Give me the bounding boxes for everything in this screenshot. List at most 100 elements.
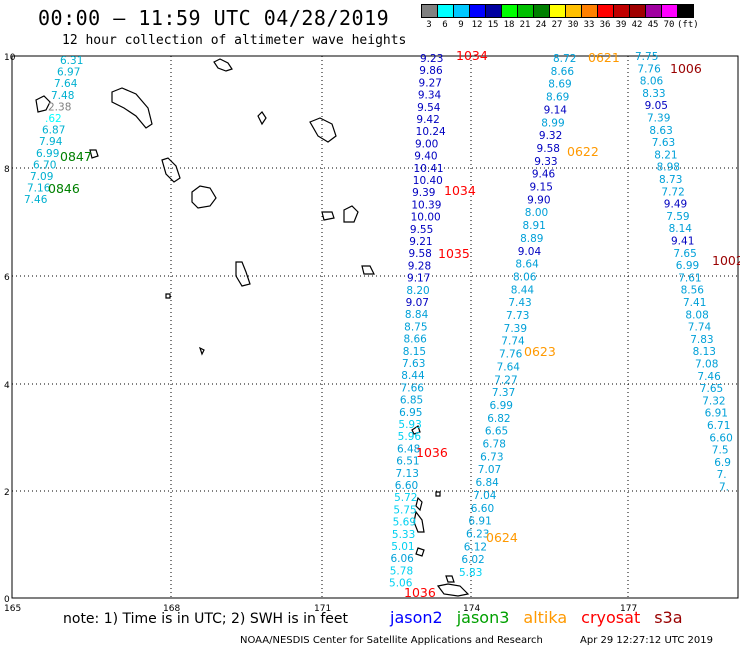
wave-height-label: 9.34 <box>418 90 442 102</box>
wave-height-label: 9.17 <box>407 273 430 285</box>
wave-height-label: 8.44 <box>511 284 535 296</box>
wave-height-label: 10.41 <box>414 163 444 175</box>
map-title: 00:00 – 11:59 UTC 04/28/2019 <box>38 6 390 30</box>
wave-height-label: 9.23 <box>420 53 443 65</box>
axis-ticks: 165 168 171 174 177 0 2 4 6 8 10 <box>4 53 637 614</box>
wave-height-label: 9.00 <box>415 138 438 150</box>
y-tick-label: 8 <box>4 165 10 175</box>
wave-height-label: 6.95 <box>399 407 422 419</box>
wave-height-label: 10.39 <box>411 199 441 211</box>
wave-height-label: 7.46 <box>24 194 48 206</box>
pass-time-label: 1006 <box>670 61 702 76</box>
wave-height-label: 10.24 <box>416 126 446 138</box>
island-outline <box>309 117 337 143</box>
wave-height-label: 8.75 <box>404 321 427 333</box>
wave-height-label: 8.44 <box>401 370 425 382</box>
wave-height-label: 8.56 <box>681 285 705 297</box>
island-outline <box>321 211 335 221</box>
wave-height-label: 8.06 <box>640 76 664 88</box>
wave-height-label: 6.70 <box>33 159 56 171</box>
wave-height-label: .62 <box>45 113 62 125</box>
island-outlines <box>35 58 470 597</box>
x-tick-label: 168 <box>163 604 180 614</box>
wave-height-label: 10.00 <box>411 212 441 224</box>
wave-height-label: 7.07 <box>478 464 501 476</box>
wave-height-label: 7.94 <box>39 136 63 148</box>
scale-label: 30 <box>567 20 579 30</box>
wave-height-label: 7.74 <box>688 322 712 334</box>
wave-height-label: 5.01 <box>391 541 414 553</box>
island-outline <box>413 510 425 533</box>
wave-height-label: 7.41 <box>683 297 706 309</box>
scale-label: 6 <box>442 20 448 30</box>
wave-height-label: 7.16 <box>27 183 51 195</box>
pass-time-label: 1002 <box>712 253 740 268</box>
wave-height-label: 8.91 <box>522 220 545 232</box>
wave-height-label: 9.27 <box>419 77 442 89</box>
wave-height-label: 9.41 <box>671 236 694 248</box>
wave-height-label: 7.64 <box>497 361 521 373</box>
wave-height-label: 8.14 <box>669 223 693 235</box>
island-outline <box>213 58 233 72</box>
wave-height-label: 7.5 <box>712 445 729 457</box>
wave-height-label: 7.66 <box>401 382 425 394</box>
island-outline <box>235 261 251 287</box>
scale-label: 24 <box>535 20 547 30</box>
wave-height-label: 6.60 <box>395 480 418 492</box>
wave-height-label: 6.06 <box>390 553 414 565</box>
scale-label: 15 <box>487 20 499 30</box>
wave-height-label: 9.21 <box>409 236 432 248</box>
island-outline <box>445 575 455 583</box>
satellite-legend: jason2 jason3 altika cryosat s3a <box>390 608 683 627</box>
scale-label: 33 <box>583 20 595 30</box>
island-outline <box>35 95 51 113</box>
scale-label: 18 <box>503 20 515 30</box>
scale-label: 3 <box>426 20 432 30</box>
scale-label: 70 <box>663 20 675 30</box>
island-outline <box>411 425 421 435</box>
wave-height-label: 8.64 <box>515 259 539 271</box>
wave-height-label: 10.40 <box>413 175 443 187</box>
wave-height-label: 9.05 <box>645 100 668 112</box>
pass-time-label: 1035 <box>438 246 470 261</box>
wave-height-label: 9.14 <box>544 104 568 116</box>
wave-height-label: 5.78 <box>390 565 413 577</box>
y-tick-label: 0 <box>4 595 10 605</box>
wave-height-label: 8.69 <box>548 79 571 91</box>
wave-height-label: 8.73 <box>659 174 682 186</box>
credit-line: NOAA/NESDIS Center for Satellite Applica… <box>240 635 543 646</box>
legend-cryosat: cryosat <box>581 608 641 627</box>
wave-height-label: 7.76 <box>637 63 661 75</box>
wave-height-label: 6.48 <box>397 443 420 455</box>
wave-height-label: 7.72 <box>661 186 684 198</box>
scale-label: 27 <box>551 20 563 30</box>
wave-height-label: 9.33 <box>534 156 557 168</box>
wave-height-label: 8.08 <box>685 309 708 321</box>
grid-lines <box>12 56 738 598</box>
wave-height-label: 7.61 <box>678 272 701 284</box>
wave-height-label: 9.46 <box>532 169 556 181</box>
legend-jason3: jason3 <box>456 608 510 627</box>
wave-height-label: 7.39 <box>504 323 527 335</box>
scale-label: 42 <box>631 20 643 30</box>
wave-height-label: 7.13 <box>396 468 419 480</box>
pass-time-label: 0847 <box>60 149 92 164</box>
pass-time-label: 1036 <box>416 445 448 460</box>
wave-height-label: 7.32 <box>702 395 725 407</box>
wave-height-label: 5.33 <box>392 529 415 541</box>
wave-height-label: 9.07 <box>406 297 429 309</box>
wave-height-label: 9.55 <box>410 224 433 236</box>
wave-height-label: 6.84 <box>475 477 499 489</box>
wave-height-label: 6.91 <box>468 516 491 528</box>
island-outline <box>165 293 171 299</box>
pass-time-label: 1034 <box>444 183 476 198</box>
wave-height-label: 7.75 <box>635 51 658 63</box>
island-outline <box>191 185 217 209</box>
island-outline <box>257 111 267 126</box>
wave-height-label: 6.91 <box>705 408 728 420</box>
scale-label: 9 <box>458 20 464 30</box>
wave-height-label: 5.69 <box>393 517 416 529</box>
wave-height-label: 8.66 <box>403 334 427 346</box>
wave-height-label: 7.64 <box>54 78 78 90</box>
